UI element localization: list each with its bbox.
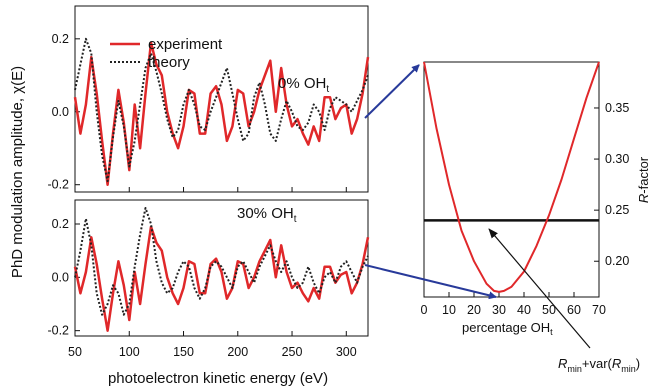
r-x-tick-label: 70 (592, 303, 606, 317)
y-tick-label: 0.0 (52, 105, 69, 119)
panel-top-label: 0% OHt (278, 75, 329, 95)
rfactor-panel-plot: 0 10 20 30 40 50 60 70 0.20 0.25 0.30 0.35 (421, 61, 629, 317)
r-x-tick-label: 60 (567, 303, 581, 317)
legend-theory-label: theory (148, 54, 190, 71)
y-tick-label: -0.2 (47, 324, 69, 338)
top-panel-plot: -0.2 0.0 0.2 (47, 32, 370, 192)
rfactor-curve (423, 61, 600, 293)
x-axis-title: photoelectron kinetic energy (eV) (108, 370, 328, 386)
x-tick-label: 200 (227, 345, 248, 359)
y-tick-label: 0.0 (52, 270, 69, 284)
rfactor-x-axis-title: percentage OHt (462, 320, 553, 337)
r-x-tick-label: 20 (467, 303, 481, 317)
x-tick-label: 300 (336, 345, 357, 359)
theory-series-line (74, 207, 369, 316)
rfactor-panel-frame (423, 61, 600, 298)
x-tick-label: 100 (119, 345, 140, 359)
annotation-text: Rmin+var(Rmin) (558, 356, 640, 374)
legend: experiment theory (110, 36, 223, 71)
panel-bottom-label: 30% OHt (237, 205, 297, 225)
r-y-tick-label: 0.25 (605, 203, 629, 217)
arrow-top-to-rfactor (364, 64, 420, 119)
r-y-tick-label: 0.20 (605, 254, 629, 268)
x-tick-label: 50 (68, 345, 82, 359)
r-y-tick-label: 0.30 (605, 152, 629, 166)
y-axis-title: PhD modulation amplitude, χ(E) (9, 66, 26, 278)
experiment-series-line (73, 225, 370, 332)
r-x-tick-label: 30 (492, 303, 506, 317)
experiment-series-line (73, 41, 370, 186)
r-x-tick-label: 40 (517, 303, 531, 317)
y-tick-label: 0.2 (52, 32, 69, 46)
annotation-arrow (488, 228, 591, 349)
bottom-panel-plot: -0.2 0.0 0.2 50 100 150 200 250 300 (47, 207, 370, 359)
arrow-bottom-to-rfactor (364, 264, 497, 300)
y-tick-label: -0.2 (47, 178, 69, 192)
r-x-tick-label: 0 (421, 303, 428, 317)
r-y-tick-label: 0.35 (605, 101, 629, 115)
theory-series-line (74, 37, 369, 183)
x-tick-label: 250 (282, 345, 303, 359)
x-tick-label: 150 (173, 345, 194, 359)
r-x-tick-label: 50 (542, 303, 556, 317)
y-tick-label: 0.2 (52, 217, 69, 231)
legend-experiment-label: experiment (148, 36, 223, 53)
rfactor-y-axis-title: R-factor (636, 156, 651, 203)
r-x-tick-label: 10 (442, 303, 456, 317)
